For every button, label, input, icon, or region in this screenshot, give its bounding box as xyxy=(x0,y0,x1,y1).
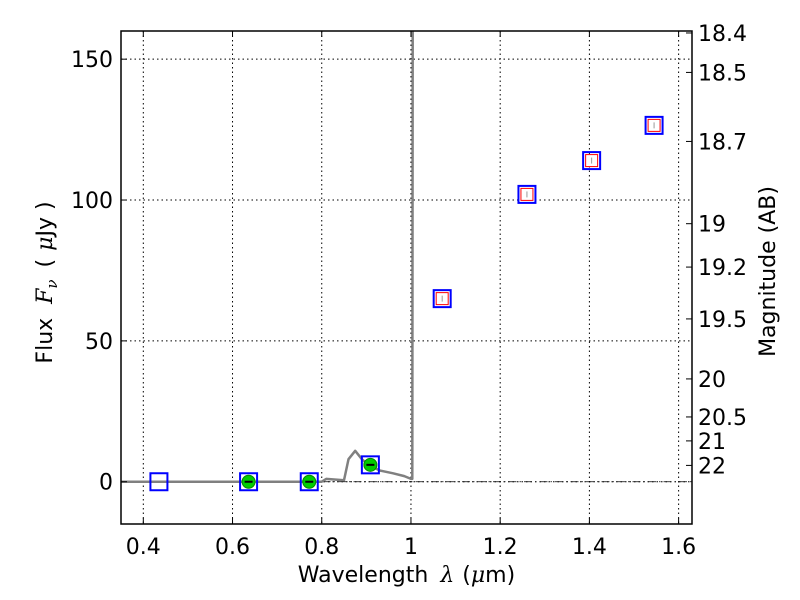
x-axis-label: Wavelength λ (μm) xyxy=(298,563,515,588)
model-spectrum-line xyxy=(121,30,414,483)
y-tick-label: 100 xyxy=(71,189,113,214)
x-tick-label: 1.6 xyxy=(661,535,696,560)
y2-tick-label: 19.2 xyxy=(698,256,747,281)
blue-square-marker xyxy=(239,472,259,492)
y2-tick-label: 19.5 xyxy=(698,308,747,333)
blue-square-marker xyxy=(582,151,602,171)
blue-square-marker xyxy=(517,184,537,204)
x-tick-label: 1.4 xyxy=(572,535,607,560)
y2-tick-label: 18.4 xyxy=(698,22,747,47)
plot-frame xyxy=(120,30,693,525)
y2-axis-label: Magnitude (AB) xyxy=(756,186,781,357)
x-tick-label: 0.4 xyxy=(126,535,161,560)
y2-tick-label: 18.7 xyxy=(698,130,747,155)
model-spectrum-layer xyxy=(121,30,414,483)
x-tick-label: 0.8 xyxy=(304,535,339,560)
x-tick-label: 0.6 xyxy=(215,535,250,560)
y-tick-label: 150 xyxy=(71,48,113,73)
blue-square-marker xyxy=(149,472,169,492)
y-tick-label: 50 xyxy=(85,330,113,355)
y2-tick-label: 18.5 xyxy=(698,61,747,86)
blue-square-marker xyxy=(644,115,664,135)
y-tick-label: 0 xyxy=(99,471,113,496)
blue-square-marker xyxy=(299,472,319,492)
y2-tick-label: 21 xyxy=(698,430,726,455)
y2-tick-label: 20.5 xyxy=(698,406,747,431)
x-tick-label: 1 xyxy=(404,535,418,560)
y2-tick-label: 20 xyxy=(698,368,726,393)
photometry-marker-layer xyxy=(149,115,664,492)
y2-tick-label: 22 xyxy=(698,454,726,479)
blue-square-marker xyxy=(432,289,452,309)
y2-tick-label: 19 xyxy=(698,213,726,238)
y-axis-label: FluxFν(μJy ) xyxy=(33,201,61,363)
blue-square-marker xyxy=(360,455,380,475)
x-tick-label: 1.2 xyxy=(483,535,518,560)
tick-layer: 0.4 0.6 0.8 1 1.2 1.4 1.6 0 50 100 150 18.4 18.5 18.7… xyxy=(71,22,747,560)
grid-layer xyxy=(121,31,692,524)
